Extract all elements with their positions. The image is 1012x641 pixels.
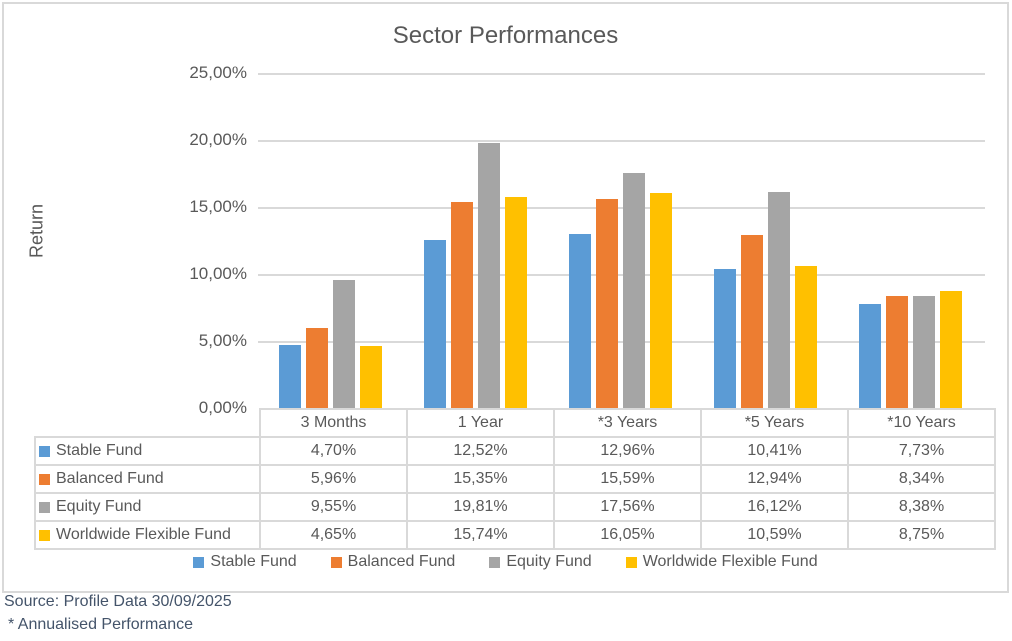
worldwide-flexible-fund-bar <box>650 193 672 408</box>
worldwide-flexible-fund-key-icon <box>39 529 50 541</box>
table-value-cell: 4,65% <box>259 520 408 550</box>
gridline <box>258 341 985 343</box>
table-value-cell: 4,70% <box>259 436 408 466</box>
series-name: Balanced Fund <box>56 470 164 487</box>
equity-fund-legend-icon <box>489 556 501 568</box>
performance-table: 3 Months 1 Year *3 Years *5 Years *10 Years S… <box>34 408 996 550</box>
table-row: Equity Fund 9,55% 19,81% 17,56% 16,12% 8,38% <box>34 492 996 522</box>
y-tick-label: 0,00% <box>198 398 247 417</box>
gridline <box>258 73 985 75</box>
stable-fund-bar <box>424 240 446 408</box>
table-value-cell: 16,05% <box>553 520 702 550</box>
table-value-cell: 8,34% <box>847 464 996 494</box>
legend-item-stable-fund: Stable Fund <box>193 553 297 571</box>
equity-fund-bar <box>913 296 935 408</box>
legend-item-balanced-fund: Balanced Fund <box>330 553 456 571</box>
series-label-cell: Equity Fund <box>34 492 261 522</box>
gridline <box>258 274 985 276</box>
table-value-cell: 16,12% <box>700 492 849 522</box>
table-value-cell: 15,35% <box>406 464 555 494</box>
chart-frame: Sector Performances Return 25,00% 20,00% 1… <box>2 2 1009 593</box>
table-row: Balanced Fund 5,96% 15,35% 15,59% 12,94% 8,34… <box>34 464 996 494</box>
table-row: Worldwide Flexible Fund 4,65% 15,74% 16,05%… <box>34 520 996 550</box>
legend-label: Stable Fund <box>210 553 297 570</box>
stable-fund-legend-icon <box>193 556 205 568</box>
table-value-cell: 17,56% <box>553 492 702 522</box>
worldwide-flexible-fund-bar <box>940 291 962 408</box>
series-name: Worldwide Flexible Fund <box>56 526 231 543</box>
y-axis-title: Return <box>26 203 47 259</box>
y-tick-label: 20,00% <box>189 130 247 149</box>
y-tick-label: 10,00% <box>189 264 247 283</box>
gridline <box>258 207 985 209</box>
table-header-cell: *10 Years <box>847 408 996 438</box>
legend-item-equity-fund: Equity Fund <box>489 553 592 571</box>
balanced-fund-bar <box>741 235 763 408</box>
legend-label: Worldwide Flexible Fund <box>642 553 818 570</box>
series-label-cell: Balanced Fund <box>34 464 261 494</box>
table-value-cell: 7,73% <box>847 436 996 466</box>
legend-label: Balanced Fund <box>347 553 456 570</box>
equity-fund-bar <box>333 280 355 408</box>
table-corner-cell <box>35 409 260 437</box>
table-header-cell: *5 Years <box>700 408 849 438</box>
balanced-fund-bar <box>451 202 473 408</box>
table-value-cell: 8,38% <box>847 492 996 522</box>
stable-fund-bar <box>714 269 736 408</box>
annualised-note: * Annualised Performance <box>8 616 193 633</box>
balanced-fund-bar <box>596 199 618 408</box>
y-tick-label: 25,00% <box>189 63 247 82</box>
table-header-cell: *3 Years <box>553 408 702 438</box>
stable-fund-bar <box>859 304 881 408</box>
series-label-cell: Stable Fund <box>34 436 261 466</box>
worldwide-flexible-fund-bar <box>360 346 382 408</box>
balanced-fund-key-icon <box>39 473 50 485</box>
worldwide-flexible-fund-bar <box>505 197 527 408</box>
table-value-cell: 8,75% <box>847 520 996 550</box>
y-tick-label: 15,00% <box>189 197 247 216</box>
series-name: Equity Fund <box>56 498 142 515</box>
worldwide-flexible-fund-bar <box>795 266 817 408</box>
y-tick-label: 5,00% <box>198 331 247 350</box>
table-row: Stable Fund 4,70% 12,52% 12,96% 10,41% 7,73% <box>34 436 996 466</box>
equity-fund-bar <box>768 192 790 408</box>
legend-item-worldwide-flexible-fund: Worldwide Flexible Fund <box>625 553 818 571</box>
worldwide-flexible-fund-legend-icon <box>625 556 637 568</box>
chart-title: Sector Performances <box>392 22 619 49</box>
equity-fund-bar <box>623 173 645 408</box>
legend: Stable Fund Balanced Fund Equity Fund World… <box>4 553 1007 571</box>
table-value-cell: 19,81% <box>406 492 555 522</box>
table-header-cell: 3 Months <box>259 408 408 438</box>
equity-fund-key-icon <box>39 501 50 513</box>
gridline <box>258 140 985 142</box>
table-value-cell: 5,96% <box>259 464 408 494</box>
table-header-cell: 1 Year <box>406 408 555 438</box>
table-value-cell: 12,96% <box>553 436 702 466</box>
stable-fund-key-icon <box>39 445 50 457</box>
plot-area <box>258 73 985 408</box>
source-text: Source: Profile Data 30/09/2025 <box>4 593 232 610</box>
stable-fund-bar <box>279 345 301 408</box>
equity-fund-bar <box>478 143 500 408</box>
table-value-cell: 9,55% <box>259 492 408 522</box>
balanced-fund-bar <box>886 296 908 408</box>
table-value-cell: 15,74% <box>406 520 555 550</box>
legend-label: Equity Fund <box>506 553 592 570</box>
balanced-fund-bar <box>306 328 328 408</box>
balanced-fund-legend-icon <box>330 556 342 568</box>
table-value-cell: 10,41% <box>700 436 849 466</box>
series-label-cell: Worldwide Flexible Fund <box>34 520 261 550</box>
table-value-cell: 12,94% <box>700 464 849 494</box>
table-value-cell: 10,59% <box>700 520 849 550</box>
table-value-cell: 12,52% <box>406 436 555 466</box>
series-name: Stable Fund <box>56 442 143 459</box>
table-value-cell: 15,59% <box>553 464 702 494</box>
stable-fund-bar <box>569 234 591 408</box>
